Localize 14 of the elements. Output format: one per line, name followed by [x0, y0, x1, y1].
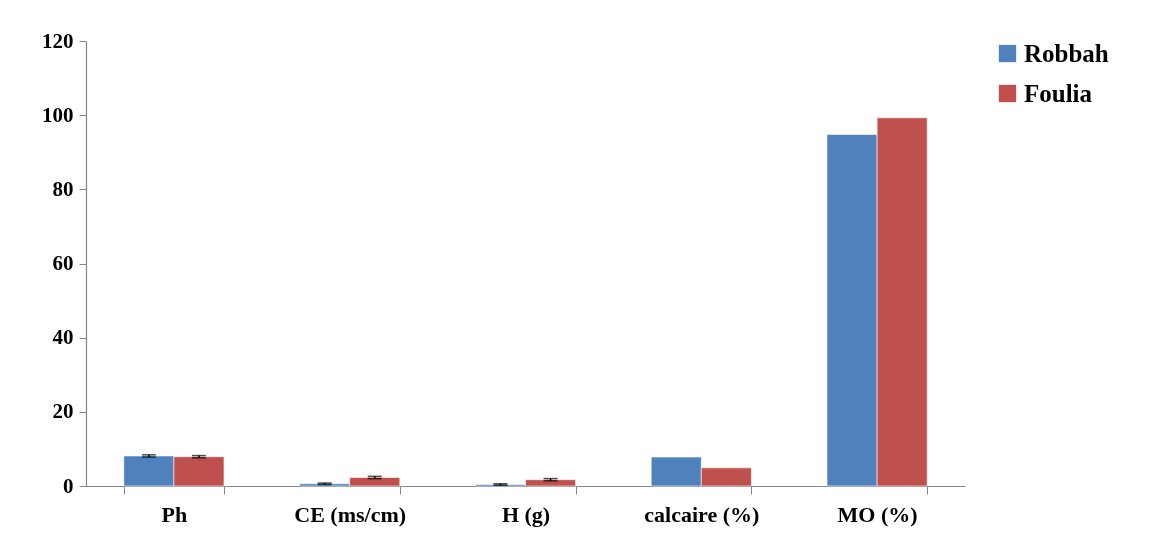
y-tick-label: 40 — [52, 325, 74, 350]
legend-label: Foulia — [1024, 79, 1093, 107]
y-tick-label: 80 — [52, 176, 74, 201]
x-tick-label: Ph — [161, 501, 188, 527]
y-tick-label: 60 — [52, 251, 74, 275]
x-tick-label: CE (ms/cm) — [294, 501, 407, 527]
legend-label: Robbah — [1024, 39, 1109, 67]
y-tick-label: 20 — [52, 399, 74, 424]
x-tick-label: calcaire (%) — [644, 501, 760, 527]
x-tick-label: MO (%) — [837, 501, 918, 527]
x-tick-label: H (g) — [501, 501, 551, 527]
y-tick-label: 100 — [42, 102, 74, 127]
y-tick-label: 0 — [63, 473, 74, 498]
y-tick-label: 120 — [42, 28, 74, 53]
